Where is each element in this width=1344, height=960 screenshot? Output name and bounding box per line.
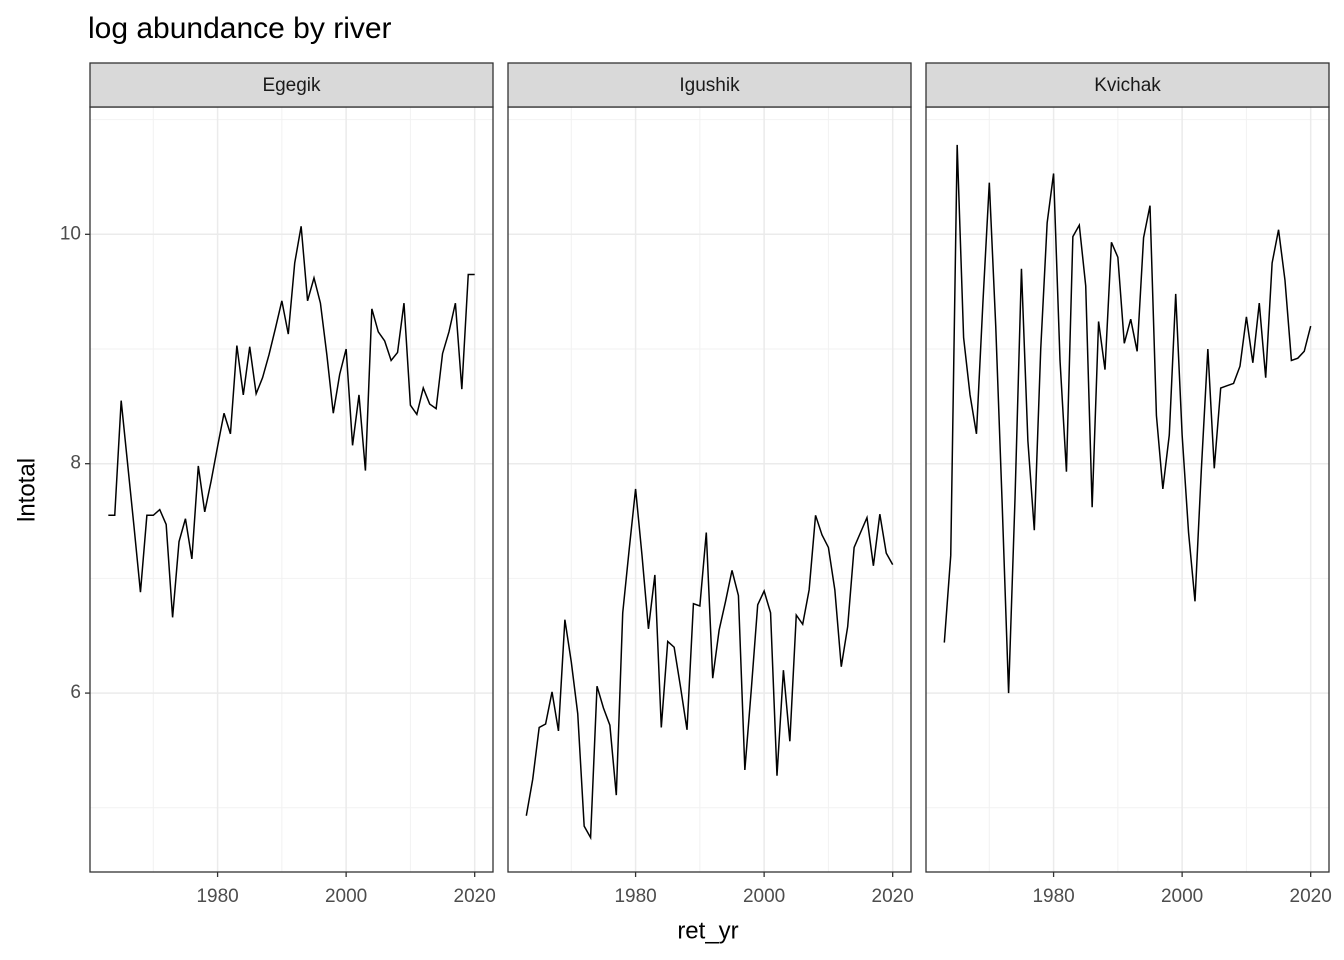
- panel-background: [926, 107, 1329, 872]
- x-axis-label: ret_yr: [677, 917, 738, 944]
- line: [108, 226, 475, 618]
- panel-background: [90, 107, 493, 872]
- strip: [507, 62, 912, 108]
- x-tick-label: 2020: [454, 886, 496, 907]
- line: [525, 488, 894, 841]
- strip-label: Kvichak: [1094, 75, 1161, 96]
- strip-label: Egegik: [262, 75, 321, 96]
- strip: [925, 62, 1330, 108]
- panel-background: [508, 107, 911, 872]
- y-tick-label: 10: [60, 223, 81, 244]
- y-axis-label: lntotal: [13, 458, 40, 522]
- x-tick-label: 1980: [1032, 886, 1074, 907]
- x-tick-label: 2000: [1161, 886, 1203, 907]
- strip: [89, 62, 494, 108]
- x-tick-label: 2020: [1290, 886, 1332, 907]
- x-tick-label: 2000: [325, 886, 367, 907]
- x-tick-label: 1980: [196, 886, 238, 907]
- y-tick-label: 6: [70, 682, 81, 703]
- x-tick-label: 2000: [743, 886, 785, 907]
- y-tick-label: 8: [70, 453, 81, 474]
- x-tick-label: 2020: [872, 886, 914, 907]
- strip-label: Igushik: [679, 75, 740, 96]
- x-tick-label: 1980: [614, 886, 656, 907]
- chart-title: log abundance by river: [88, 12, 392, 45]
- line: [943, 144, 1312, 694]
